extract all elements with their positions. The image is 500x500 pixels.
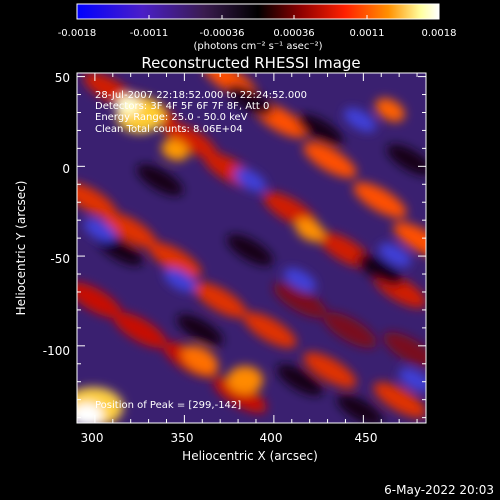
image-texture-blob: [353, 182, 407, 218]
image-texture-blob: [181, 345, 219, 375]
image-texture-blob: [373, 382, 426, 418]
image-texture-blob: [393, 222, 426, 258]
y-tick-label: 50: [55, 71, 70, 85]
image-texture-blob: [161, 139, 189, 161]
image-texture-blob: [213, 377, 267, 413]
image-texture-blob: [378, 243, 412, 267]
y-axis-label: Heliocentric Y (arcsec): [14, 181, 28, 316]
annotation-line: 28-Jul-2007 22:18:52.000 to 22:24:52.000: [95, 90, 307, 101]
colorbar-tick-label: 0.0018: [422, 28, 457, 39]
image-texture-blob: [226, 234, 274, 266]
image-texture-blob: [163, 122, 217, 158]
image-texture-blob: [295, 218, 325, 242]
colorbar-tick-label: -0.0011: [130, 28, 169, 39]
image-texture-blob: [303, 142, 357, 178]
annotation-line: Clean Total counts: 8.06E+04: [95, 124, 243, 135]
colorbar-tick-label: 0.00036: [273, 28, 314, 39]
image-texture-blob: [227, 366, 263, 394]
annotation-line: Detectors: 3F 4F 5F 6F 7F 8F, Att 0: [95, 101, 269, 112]
image-texture-blob: [323, 312, 377, 348]
image-texture-blob: [163, 268, 197, 292]
image-texture-blob: [398, 368, 426, 392]
image-texture-blob: [383, 332, 426, 368]
x-tick-label: 350: [171, 431, 194, 445]
image-texture-blob: [343, 108, 377, 132]
image-texture-blob: [77, 282, 122, 318]
colorbar-tick-labels: -0.0018 -0.0011 -0.00036 0.00036 0.0011 …: [58, 28, 457, 39]
plot-frame: [76, 72, 427, 424]
x-tick-label: 300: [81, 431, 104, 445]
image-texture-blob: [83, 218, 117, 242]
image-texture-blob: [176, 314, 224, 346]
image-texture-blob: [243, 312, 297, 348]
image-texture-blob: [113, 312, 167, 348]
colorbar-unit-label: (photons cm⁻² s⁻¹ asec⁻²): [193, 41, 322, 52]
annotation-block: 28-Jul-2007 22:18:52.000 to 22:24:52.000…: [95, 90, 307, 135]
colorbar-tick-label: 0.0011: [350, 28, 385, 39]
image-texture-blob: [77, 403, 104, 423]
y-tick-labels: 50 0 -50 -100: [43, 71, 70, 358]
image-texture-blob: [276, 364, 324, 396]
image-texture-blob: [283, 268, 317, 292]
image-plot-area: [77, 73, 426, 423]
colorbar-tick-label: -0.0018: [58, 28, 97, 39]
footer-date: 6-May-2022 20:03: [384, 483, 494, 497]
image-texture-blob: [336, 394, 384, 423]
y-tick-label: -50: [50, 252, 70, 266]
image-texture-blob: [303, 352, 357, 388]
y-tick-label: 0: [62, 162, 70, 176]
image-texture-blob: [148, 242, 202, 278]
x-tick-label: 400: [260, 431, 283, 445]
image-texture-blob: [77, 182, 117, 218]
image-texture-blob: [273, 282, 327, 318]
colorbar: [76, 3, 440, 20]
image-texture-blob: [375, 98, 405, 122]
image-texture-blob: [103, 212, 157, 248]
image-texture-blob: [233, 168, 267, 192]
y-tick-label: -100: [43, 344, 70, 358]
x-tick-label: 450: [355, 431, 378, 445]
image-texture-blob: [226, 84, 274, 116]
x-axis-label: Heliocentric X (arcsec): [182, 449, 318, 463]
annotation-line: Energy Range: 25.0 - 50.0 keV: [95, 112, 248, 123]
image-texture-blob: [356, 254, 404, 286]
colorbar-tick-label: -0.00036: [200, 28, 245, 39]
chart-title: Reconstructed RHESSI Image: [141, 54, 360, 72]
image-texture-blob: [96, 234, 144, 266]
image-texture-blob: [193, 282, 247, 318]
image-texture-blob: [116, 95, 140, 115]
x-tick-labels: 300 350 400 450: [81, 431, 378, 445]
colorbar-ticks: [76, 15, 440, 19]
image-texture-blob: [296, 114, 344, 146]
image-texture-blob: [136, 164, 184, 196]
axis-ticks: [77, 73, 426, 423]
peak-position-label: Position of Peak = [299,-142]: [95, 400, 241, 411]
image-texture-blob: [386, 144, 426, 176]
